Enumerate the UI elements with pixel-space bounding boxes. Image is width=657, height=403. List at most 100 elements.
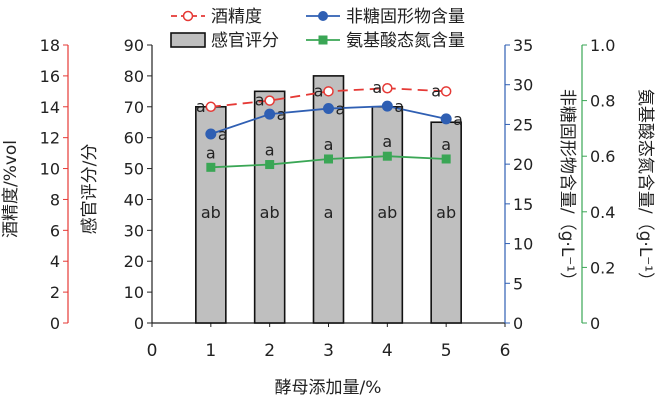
solids-tick-label: 35 bbox=[513, 36, 533, 55]
alcohol-tick-label: 0 bbox=[50, 314, 60, 333]
alcohol-tick-label: 10 bbox=[40, 160, 60, 179]
sensory-tick-label: 70 bbox=[124, 98, 144, 117]
point-sig-label-alcohol: a bbox=[255, 91, 265, 110]
legend-item-alcohol: 酒精度 bbox=[171, 7, 262, 27]
x-axis-label: 酵母添加量/% bbox=[275, 378, 382, 398]
point-amino bbox=[441, 154, 451, 164]
point-alcohol bbox=[440, 86, 452, 97]
point-sig-label-alcohol: a bbox=[431, 81, 441, 100]
labels-layer: ab ab a ab aba a a a aaa a aaa a a a a bbox=[196, 78, 463, 222]
point-alcohol bbox=[264, 95, 275, 106]
point-sig-label-alcohol: a bbox=[372, 78, 382, 97]
sensory-axis-label: 感官评分/分 bbox=[80, 144, 100, 235]
sensory-tick-label: 10 bbox=[124, 283, 144, 302]
sensory-tick-label: 40 bbox=[124, 190, 144, 209]
alcohol-tick-label: 6 bbox=[50, 221, 60, 240]
legend-marker bbox=[318, 35, 328, 45]
sensory-tick-label: 50 bbox=[124, 160, 144, 179]
solids-axis-label: 非糖固形物含量/（g·L⁻¹） bbox=[557, 89, 577, 289]
sensory-tick-label: 30 bbox=[124, 221, 144, 240]
point-alcohol bbox=[323, 86, 334, 97]
point-solids bbox=[381, 100, 393, 112]
bar-sig-label: ab bbox=[436, 203, 456, 222]
point-sig-label-solids: a bbox=[277, 105, 287, 124]
alcohol-tick-label: 8 bbox=[50, 190, 60, 209]
point-sig-label-solids: a bbox=[453, 110, 463, 129]
point-sig-label-amino: a bbox=[382, 132, 392, 151]
bar-sensory-2 bbox=[253, 90, 286, 324]
solids-tick-label: 20 bbox=[513, 155, 533, 174]
amino-tick-label: 1.0 bbox=[590, 36, 615, 55]
x-tick-label: 6 bbox=[500, 341, 511, 361]
solids-tick-label: 0 bbox=[513, 314, 523, 333]
legend-item-amino: 氨基酸态氮含量 bbox=[306, 31, 465, 51]
solids-tick-label: 15 bbox=[513, 195, 533, 214]
sensory-tick-label: 20 bbox=[124, 252, 144, 271]
amino-tick-label: 0.8 bbox=[590, 92, 615, 111]
amino-tick-label: 0.2 bbox=[590, 258, 615, 277]
lines-layer bbox=[205, 82, 452, 172]
x-tick-label: 0 bbox=[147, 341, 158, 361]
bar-sensory-3 bbox=[312, 75, 345, 324]
bar-sig-label: ab bbox=[201, 203, 221, 222]
alcohol-tick-label: 4 bbox=[50, 252, 60, 271]
solids-tick-label: 5 bbox=[513, 274, 523, 293]
alcohol-tick-label: 18 bbox=[40, 36, 60, 55]
alcohol-tick-label: 2 bbox=[50, 283, 60, 302]
amino-tick-label: 0 bbox=[590, 314, 600, 333]
point-alcohol bbox=[382, 82, 393, 94]
sensory-tick-label: 90 bbox=[124, 36, 144, 55]
alcohol-axis-label: 酒精度/%vol bbox=[1, 140, 21, 238]
x-tick-label: 2 bbox=[264, 341, 275, 361]
point-sig-label-amino: a bbox=[441, 135, 451, 154]
amino-tick-label: 0.4 bbox=[590, 203, 615, 222]
amino-axis-label: 氨基酸态氮含量/（g·L⁻¹） bbox=[635, 89, 655, 289]
legend-swatch bbox=[170, 32, 206, 48]
bar-sensory-1 bbox=[195, 105, 227, 324]
point-solids bbox=[323, 103, 334, 115]
legend-label: 酒精度 bbox=[211, 7, 262, 27]
alcohol-tick-label: 14 bbox=[40, 98, 60, 117]
point-amino bbox=[265, 160, 275, 170]
amino-tick-label: 0.6 bbox=[590, 147, 615, 166]
legend-item-solids: 非糖固形物含量 bbox=[306, 7, 465, 27]
x-tick-label: 1 bbox=[205, 341, 216, 361]
point-alcohol bbox=[205, 101, 217, 113]
x-tick-label: 3 bbox=[323, 341, 334, 361]
sensory-tick-label: 80 bbox=[124, 67, 144, 86]
bar-sensory-4 bbox=[371, 105, 404, 324]
point-sig-label-solids: a bbox=[218, 125, 228, 144]
bars-layer bbox=[195, 75, 462, 324]
point-sig-label-alcohol: a bbox=[196, 97, 206, 116]
point-sig-label-amino: a bbox=[265, 141, 275, 160]
sensory-tick-label: 0 bbox=[134, 314, 144, 333]
x-tick-label: 4 bbox=[382, 341, 393, 361]
point-amino bbox=[324, 154, 333, 164]
solids-tick-label: 30 bbox=[513, 76, 533, 95]
point-sig-label-solids: a bbox=[336, 100, 346, 119]
point-solids bbox=[205, 128, 217, 140]
bar-sig-label: a bbox=[324, 203, 334, 222]
legend-item-sensory: 感官评分 bbox=[170, 31, 279, 51]
sensory-tick-label: 60 bbox=[124, 129, 144, 148]
alcohol-tick-label: 12 bbox=[40, 129, 60, 148]
legend-marker bbox=[318, 11, 328, 21]
axes-layer: 0 1 2 3 4 5 6酵母添加量/%024681012141618酒精度/%vol010… bbox=[1, 36, 655, 398]
bar-sig-label: ab bbox=[377, 203, 397, 222]
legend-label: 感官评分 bbox=[211, 31, 279, 51]
solids-tick-label: 25 bbox=[513, 115, 533, 134]
point-sig-label-solids: a bbox=[394, 97, 404, 116]
point-solids bbox=[264, 108, 276, 120]
point-amino bbox=[382, 151, 392, 161]
point-solids bbox=[440, 113, 452, 125]
legend-label: 非糖固形物含量 bbox=[346, 7, 465, 27]
point-sig-label-amino: a bbox=[324, 135, 334, 154]
bar-sig-label: ab bbox=[260, 203, 280, 222]
point-amino bbox=[206, 162, 216, 172]
point-sig-label-amino: a bbox=[206, 143, 216, 162]
point-sig-label-alcohol: a bbox=[314, 81, 324, 100]
alcohol-tick-label: 16 bbox=[40, 67, 60, 86]
legend-label: 氨基酸态氮含量 bbox=[346, 31, 465, 51]
solids-tick-label: 10 bbox=[513, 235, 533, 254]
